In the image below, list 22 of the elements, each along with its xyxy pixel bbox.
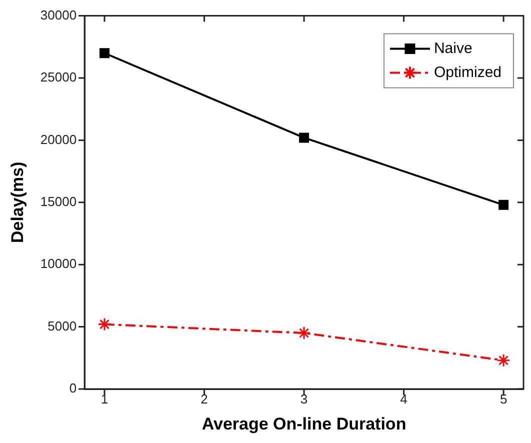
legend-label: Optimized [434, 64, 502, 81]
point [100, 48, 110, 58]
y-tick-label: 20000 [40, 132, 77, 147]
y-tick-label: 15000 [40, 194, 77, 209]
point [498, 200, 509, 210]
x-tick-label: 4 [400, 391, 408, 406]
y-tick-label: 5000 [48, 318, 77, 334]
x-tick-label: 5 [500, 391, 508, 406]
x-axis-title: Average On-line Duration [202, 414, 406, 434]
x-tick-label: 2 [200, 391, 208, 406]
y-tick-label: 25000 [40, 70, 77, 85]
point [98, 318, 112, 332]
point [496, 354, 510, 368]
y-tick-label: 0 [69, 380, 77, 396]
point [299, 132, 310, 143]
x-tick-label: 1 [100, 391, 108, 406]
y-axis-title: Delay(ms) [8, 162, 27, 244]
y-tick-label: 30000 [40, 7, 77, 22]
legend-label: Naive [434, 40, 472, 57]
x-tick-label: 3 [300, 391, 308, 406]
point [297, 326, 311, 340]
y-tick-label: 10000 [40, 256, 77, 272]
